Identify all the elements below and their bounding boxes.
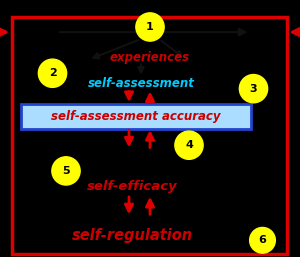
Text: experiences: experiences [110,51,190,64]
Text: self-assessment: self-assessment [88,77,194,90]
Text: self-regulation: self-regulation [71,228,193,243]
Ellipse shape [136,13,164,41]
Ellipse shape [175,131,203,159]
Ellipse shape [250,227,275,253]
Text: 6: 6 [259,235,266,245]
Ellipse shape [38,59,67,87]
Ellipse shape [52,157,80,185]
Text: 2: 2 [49,68,56,78]
Text: 5: 5 [62,166,70,176]
Text: self-efficacy: self-efficacy [87,180,177,193]
Text: 1: 1 [146,22,154,32]
Ellipse shape [239,75,268,103]
FancyBboxPatch shape [21,104,250,128]
Text: self-assessment accuracy: self-assessment accuracy [51,110,220,123]
Text: 3: 3 [250,84,257,94]
Text: 4: 4 [185,140,193,150]
